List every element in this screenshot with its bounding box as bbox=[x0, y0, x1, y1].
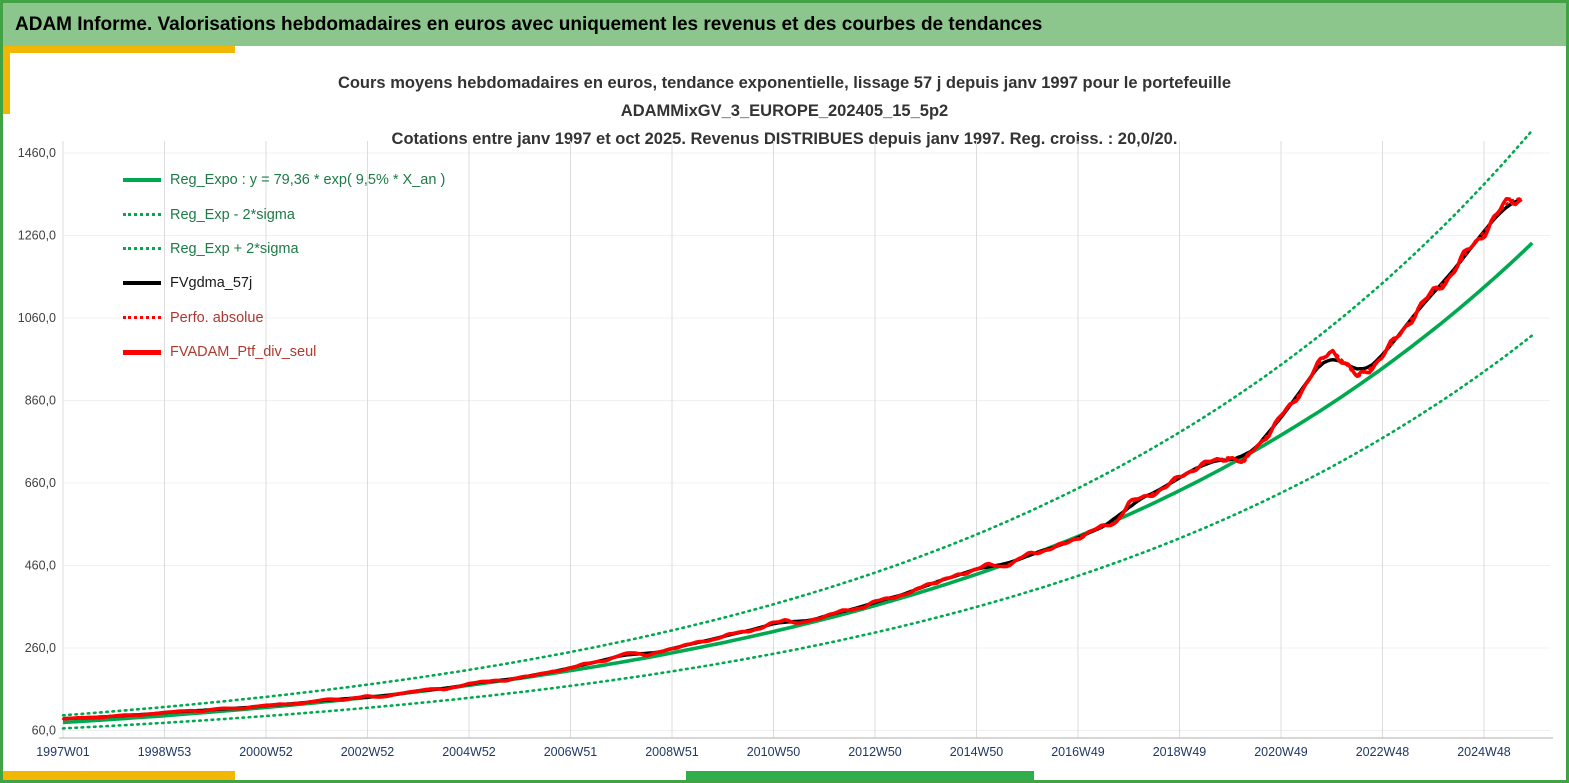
x-axis-tick-label: 2008W51 bbox=[645, 745, 699, 759]
legend-line-sample bbox=[123, 178, 161, 183]
legend-line-sample bbox=[123, 316, 161, 320]
chart-canvas[interactable]: 60,0 260,0 460,0 660,0 860,0 1060,0 1260,0 1460… bbox=[3, 53, 1569, 778]
series-reg-plus-2sigma bbox=[61, 129, 1534, 717]
green-accent-bottom bbox=[686, 771, 1034, 780]
x-axis-tick-label: 2010W50 bbox=[747, 745, 801, 759]
legend-line-sample bbox=[123, 281, 161, 286]
x-axis-tick-label: 2022W48 bbox=[1356, 745, 1410, 759]
x-axis-tick-label: 1998W53 bbox=[138, 745, 192, 759]
x-axis-tick-label: 2018W49 bbox=[1153, 745, 1207, 759]
legend-label: Reg_Expo : y = 79,36 * exp( 9,5% * X_an … bbox=[170, 172, 446, 189]
legend-item-3[interactable]: FVgdma_57j bbox=[123, 266, 445, 300]
y-axis-tick-label: 1260,0 bbox=[18, 229, 56, 243]
chart-title-block: Cours moyens hebdomadaires en euros, ten… bbox=[3, 69, 1566, 153]
legend-line-sample bbox=[123, 213, 161, 217]
legend-label: Reg_Exp - 2*sigma bbox=[170, 206, 295, 223]
y-axis-tick-label: 460,0 bbox=[25, 559, 56, 573]
legend-label: FVADAM_Ptf_div_seul bbox=[170, 344, 317, 361]
report-title: ADAM Informe. Valorisations hebdomadaire… bbox=[15, 13, 1043, 35]
x-axis-tick-label: 1997W01 bbox=[36, 745, 90, 759]
axis-labels: 60,0 260,0 460,0 660,0 860,0 1060,0 1260,0 1460… bbox=[18, 146, 1511, 759]
gridlines bbox=[62, 141, 1550, 738]
legend-item-4[interactable]: Perfo. absolue bbox=[123, 301, 445, 335]
legend-item-5[interactable]: FVADAM_Ptf_div_seul bbox=[123, 335, 445, 369]
x-axis-tick-label: 2020W49 bbox=[1254, 745, 1308, 759]
y-axis-tick-label: 1460,0 bbox=[18, 146, 56, 160]
y-axis-tick-label: 860,0 bbox=[25, 394, 56, 408]
x-axis-tick-label: 2004W52 bbox=[442, 745, 496, 759]
x-axis-tick-label: 2000W52 bbox=[239, 745, 293, 759]
x-axis-tick-label: 2024W48 bbox=[1457, 745, 1511, 759]
chart-title-line-3: Cotations entre janv 1997 et oct 2025. R… bbox=[391, 130, 1178, 148]
legend-line-sample bbox=[123, 349, 161, 355]
chart-title-line-2: ADAMMixGV_3_EUROPE_202405_15_5p2 bbox=[620, 102, 949, 120]
y-axis-tick-label: 660,0 bbox=[25, 476, 56, 490]
y-axis-tick-label: 260,0 bbox=[25, 641, 56, 655]
series-fvadam-ptf-div-seul bbox=[62, 197, 1523, 721]
y-axis-tick-label: 60,0 bbox=[32, 724, 56, 738]
gold-accent-top bbox=[3, 46, 235, 53]
legend-label: Perfo. absolue bbox=[170, 309, 264, 326]
x-axis-tick-label: 2012W50 bbox=[848, 745, 902, 759]
x-axis-tick-label: 2006W51 bbox=[544, 745, 598, 759]
legend-label: Reg_Exp + 2*sigma bbox=[170, 240, 299, 257]
x-axis-tick-label: 2014W50 bbox=[950, 745, 1004, 759]
legend-line-sample bbox=[123, 247, 161, 251]
chart-legend: Reg_Expo : y = 79,36 * exp( 9,5% * X_an … bbox=[123, 163, 445, 369]
series-reg-minus-2sigma bbox=[61, 334, 1534, 730]
report-header-bar: ADAM Informe. Valorisations hebdomadaire… bbox=[3, 3, 1566, 46]
y-axis-tick-label: 1060,0 bbox=[18, 311, 56, 325]
series-curves bbox=[61, 129, 1534, 730]
chart-title-line-1: Cours moyens hebdomadaires en euros, ten… bbox=[337, 74, 1232, 92]
legend-item-1[interactable]: Reg_Exp - 2*sigma bbox=[123, 197, 445, 231]
gold-accent-bottom bbox=[3, 771, 235, 780]
x-axis-tick-label: 2002W52 bbox=[341, 745, 395, 759]
gold-accent-left bbox=[3, 46, 10, 114]
legend-item-2[interactable]: Reg_Exp + 2*sigma bbox=[123, 232, 445, 266]
x-axis-tick-label: 2016W49 bbox=[1051, 745, 1105, 759]
legend-label: FVgdma_57j bbox=[170, 275, 253, 292]
legend-item-0[interactable]: Reg_Expo : y = 79,36 * exp( 9,5% * X_an … bbox=[123, 163, 445, 197]
